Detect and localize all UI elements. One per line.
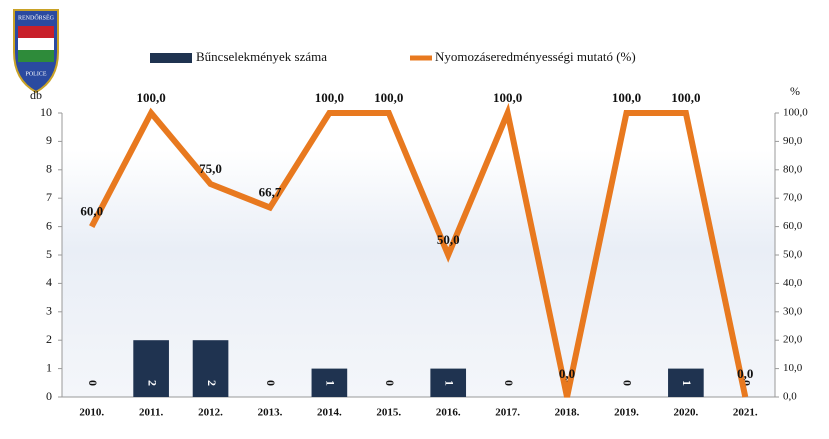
y2-axis-label: % <box>790 84 800 98</box>
y-tick-label: 7 <box>46 190 52 204</box>
bar-value-label: 1 <box>442 380 456 386</box>
legend-swatch <box>150 53 192 63</box>
bar-value-label: 2 <box>205 380 219 386</box>
bar-value-label: 0 <box>264 380 278 386</box>
y-tick-label: 0 <box>46 389 52 403</box>
line-value-label: 100,0 <box>315 90 344 105</box>
y-tick-label: 2 <box>46 332 52 346</box>
x-tick-label: 2016. <box>436 407 461 419</box>
line-value-label: 100,0 <box>374 90 403 105</box>
logo: RENDŐRSÉG POLICE <box>14 10 58 92</box>
y-tick-label: 5 <box>46 247 52 261</box>
y-tick-label: 8 <box>46 162 52 176</box>
x-tick-label: 2010. <box>79 407 104 419</box>
bar-value-label: 2 <box>145 380 159 386</box>
x-tick-label: 2020. <box>674 407 699 419</box>
logo-stripe <box>18 38 54 50</box>
bar <box>133 340 169 397</box>
y-tick-label: 10 <box>40 105 52 119</box>
x-tick-label: 2011. <box>139 407 163 419</box>
line-value-label: 66,7 <box>259 185 282 200</box>
y2-tick-label: 0,0 <box>783 391 797 403</box>
y-tick-label: 4 <box>46 275 52 289</box>
bar-value-label: 0 <box>502 380 516 386</box>
y2-tick-label: 90,0 <box>783 135 803 147</box>
bar <box>193 340 229 397</box>
y2-tick-label: 80,0 <box>783 163 803 175</box>
y2-tick-label: 30,0 <box>783 305 803 317</box>
chart: RENDŐRSÉG POLICE db % 0123456789100,010,… <box>0 0 829 439</box>
y-axis-label: db <box>30 88 42 102</box>
x-tick-label: 2021. <box>733 407 758 419</box>
logo-stripe <box>18 26 54 38</box>
y-tick-label: 6 <box>46 218 52 232</box>
x-tick-label: 2014. <box>317 407 342 419</box>
y2-tick-label: 60,0 <box>783 220 803 232</box>
y2-tick-label: 20,0 <box>783 334 803 346</box>
x-tick-label: 2015. <box>376 407 401 419</box>
bar-value-label: 1 <box>324 380 338 386</box>
logo-stripe <box>18 50 54 62</box>
y-tick-label: 3 <box>46 304 52 318</box>
y-tick-label: 9 <box>46 133 52 147</box>
y2-tick-label: 70,0 <box>783 192 803 204</box>
x-tick-label: 2012. <box>198 407 223 419</box>
line-value-label: 0,0 <box>737 366 753 381</box>
line-value-label: 100,0 <box>671 90 700 105</box>
x-tick-label: 2017. <box>495 407 520 419</box>
legend-label: Nyomozáseredményességi mutató (%) <box>435 49 636 64</box>
line-value-label: 50,0 <box>437 232 460 247</box>
bar-value-label: 0 <box>621 380 635 386</box>
logo-text: RENDŐRSÉG <box>18 13 55 21</box>
line-value-label: 100,0 <box>612 90 641 105</box>
x-tick-label: 2018. <box>555 407 580 419</box>
bar-value-label: 1 <box>680 380 694 386</box>
y-tick-label: 1 <box>46 360 52 374</box>
line-value-label: 75,0 <box>199 161 222 176</box>
x-tick-label: 2013. <box>258 407 283 419</box>
legend-label: Bűncselekmények száma <box>196 49 327 64</box>
line-value-label: 100,0 <box>137 90 166 105</box>
y2-tick-label: 40,0 <box>783 277 803 289</box>
bar-value-label: 0 <box>86 380 100 386</box>
y2-tick-label: 50,0 <box>783 249 803 261</box>
line-value-label: 100,0 <box>493 90 522 105</box>
line-value-label: 0,0 <box>559 366 575 381</box>
y2-tick-label: 10,0 <box>783 362 803 374</box>
line-value-label: 60,0 <box>80 204 103 219</box>
page: RENDŐRSÉG POLICE db % 0123456789100,010,… <box>0 0 829 439</box>
x-tick-label: 2019. <box>614 407 639 419</box>
bar-value-label: 0 <box>383 380 397 386</box>
logo-text: POLICE <box>26 71 47 77</box>
y2-tick-label: 100,0 <box>783 107 808 119</box>
